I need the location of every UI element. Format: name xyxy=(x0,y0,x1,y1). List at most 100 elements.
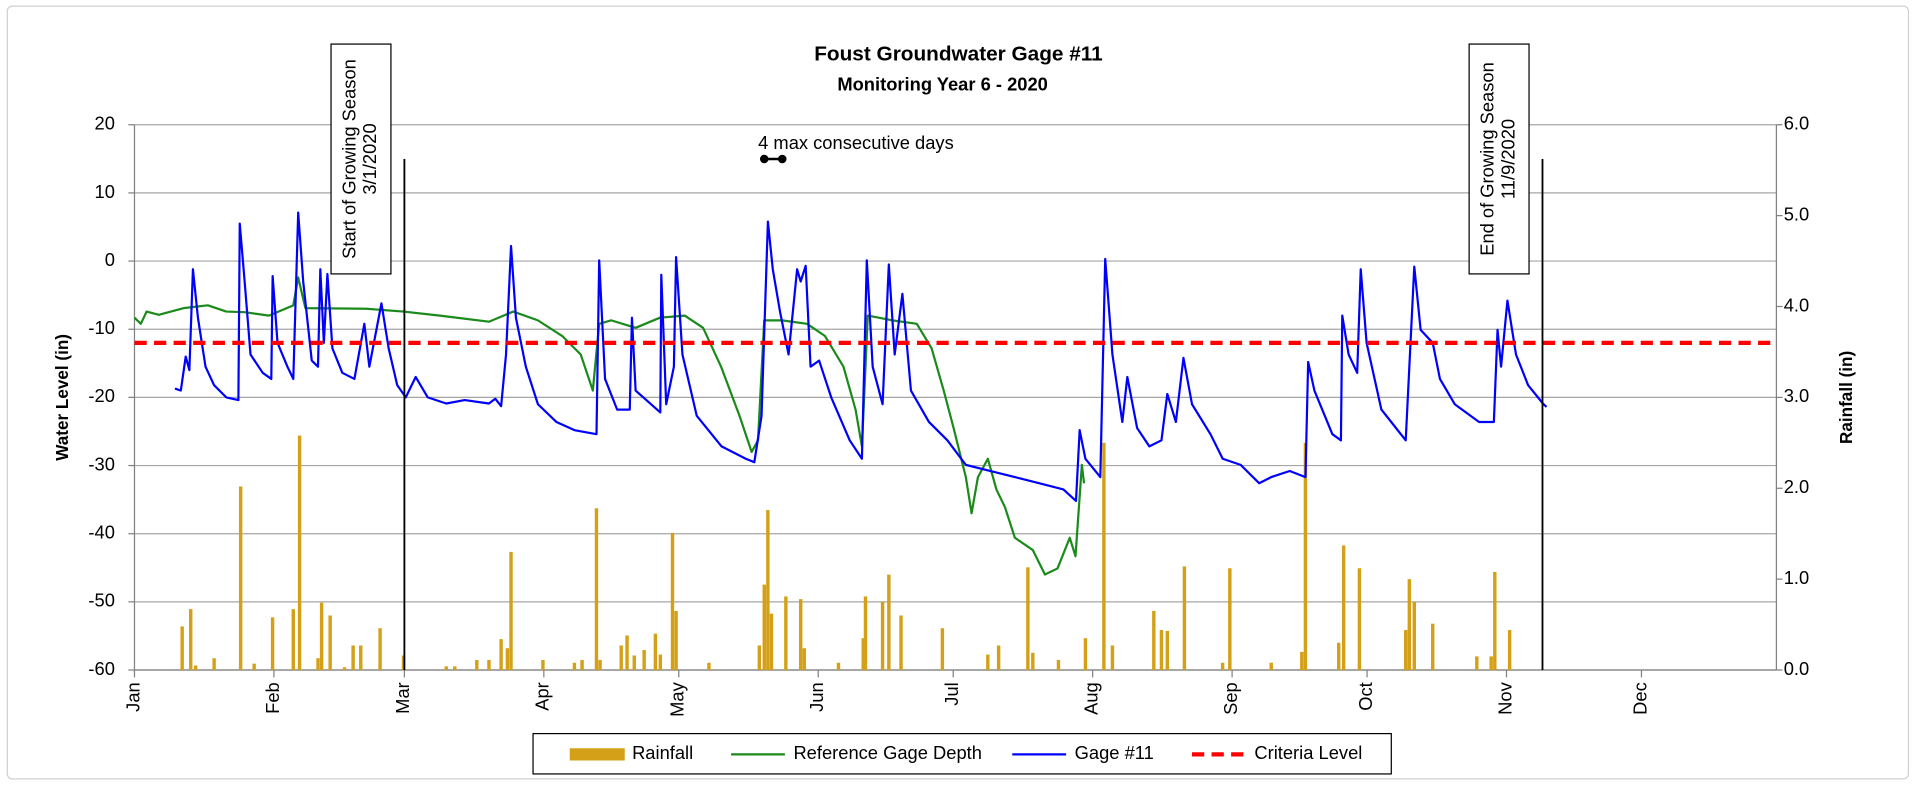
series-line xyxy=(174,211,1548,503)
annotation-box xyxy=(1468,43,1530,275)
x-tick-label: Mar xyxy=(392,682,413,714)
legend-box xyxy=(532,732,1392,775)
rain-bar xyxy=(880,601,885,671)
rain-bar xyxy=(707,662,711,671)
rain-bar xyxy=(378,628,382,671)
rain-bar xyxy=(1336,642,1341,671)
rain-bar xyxy=(1269,662,1273,671)
rain-bar xyxy=(297,435,302,671)
rain-bar xyxy=(453,666,457,671)
rain-bar xyxy=(572,662,577,671)
rain-bar xyxy=(1165,630,1170,671)
legend-label: Criteria Level xyxy=(1254,742,1362,763)
rain-bar xyxy=(887,574,891,671)
x-tick-label: Jul xyxy=(941,682,962,705)
rain-bar xyxy=(769,613,774,671)
y2-tick-label: 5.0 xyxy=(1784,203,1809,224)
rain-bar xyxy=(658,654,663,671)
rain-bar xyxy=(1300,651,1304,671)
x-tick-label: Dec xyxy=(1629,682,1650,715)
rain-bar xyxy=(836,662,841,671)
rain-bar xyxy=(798,599,803,671)
rain-bar xyxy=(986,654,990,671)
y-tick-label: -10 xyxy=(88,317,115,338)
rain-bar xyxy=(1026,567,1030,671)
rain-bar xyxy=(319,602,324,671)
rain-bar xyxy=(328,615,332,671)
x-tick-label: Nov xyxy=(1494,681,1515,714)
annotation-text: End of Growing Season xyxy=(1477,62,1498,256)
annotation-text: 11/9/2020 xyxy=(1497,119,1518,199)
rain-bar xyxy=(594,508,599,671)
rain-bar xyxy=(316,658,320,671)
rain-bar xyxy=(619,645,623,671)
rain-bar xyxy=(653,633,658,671)
annotation-text: 3/1/2020 xyxy=(359,123,380,194)
x-tick-label: May xyxy=(667,681,688,716)
annotation-text: 4 max consecutive days xyxy=(758,132,954,153)
rain-bar xyxy=(1220,662,1225,671)
rain-bar xyxy=(1228,568,1232,671)
y-tick-label: -60 xyxy=(88,658,115,679)
rain-bar xyxy=(580,660,584,671)
rain-bar xyxy=(670,532,675,671)
rain-bar xyxy=(252,663,256,671)
dumbbell-end xyxy=(759,154,769,164)
y-tick-label: 10 xyxy=(95,181,115,202)
x-tick-label: Jan xyxy=(122,682,143,712)
rain-bar xyxy=(475,660,479,671)
rain-bar xyxy=(1110,645,1115,671)
y-tick-label: -30 xyxy=(88,453,115,474)
rain-bar xyxy=(1083,638,1088,671)
legend-swatch xyxy=(569,748,625,761)
y-tick-label: 20 xyxy=(95,113,115,134)
rain-bar xyxy=(1159,630,1164,671)
y2-tick-label: 3.0 xyxy=(1784,385,1809,406)
rain-bar xyxy=(625,635,629,671)
x-tick-label: Sep xyxy=(1220,682,1241,715)
x-tick-label: Jun xyxy=(806,682,827,712)
rain-bar xyxy=(189,609,193,671)
rain-bar xyxy=(642,650,646,671)
y2-axis-title: Rainfall (in) xyxy=(1837,351,1856,444)
y-tick-label: -50 xyxy=(88,590,115,611)
y2-tick-label: 2.0 xyxy=(1784,476,1809,497)
rain-bar xyxy=(1102,442,1106,671)
rain-bar xyxy=(757,645,762,671)
y2-tick-label: 6.0 xyxy=(1784,113,1809,134)
rain-bar xyxy=(342,667,347,671)
annotation-text: Start of Growing Season xyxy=(338,59,359,259)
rain-bar xyxy=(1493,571,1497,671)
y2-tick-label: 1.0 xyxy=(1784,567,1809,588)
rain-bar xyxy=(762,584,766,671)
rain-bar xyxy=(212,658,216,671)
chart-subtitle: Monitoring Year 6 - 2020 xyxy=(837,73,1048,94)
rain-bar xyxy=(487,660,491,671)
chart-title: Foust Groundwater Gage #11 xyxy=(814,43,1102,66)
x-tick-label: Aug xyxy=(1080,682,1101,715)
chart-frame xyxy=(6,5,1910,780)
rain-bar xyxy=(674,610,678,671)
legend-label: Reference Gage Depth xyxy=(793,742,982,763)
legend-label: Gage #11 xyxy=(1075,742,1154,763)
rain-bar xyxy=(861,638,865,671)
rain-bar xyxy=(1404,630,1408,671)
x-tick-label: Apr xyxy=(532,682,553,711)
y-axis-title: Water Level (in) xyxy=(53,334,72,461)
rain-bar xyxy=(996,645,1001,671)
y-tick-label: -20 xyxy=(88,385,115,406)
rain-bar xyxy=(499,639,503,671)
rain-bar xyxy=(899,615,903,671)
rain-bar xyxy=(1407,579,1412,671)
rain-bar xyxy=(1182,566,1187,671)
rain-bar xyxy=(784,596,788,671)
y-tick-label: -40 xyxy=(88,522,115,543)
legend-label: Rainfall xyxy=(632,742,693,763)
rain-bar xyxy=(1489,656,1493,671)
rain-bar xyxy=(766,510,770,671)
rain-bar xyxy=(1303,442,1308,671)
rain-bar xyxy=(1341,545,1346,671)
rain-bar xyxy=(509,551,513,671)
rain-bar xyxy=(1031,652,1035,671)
